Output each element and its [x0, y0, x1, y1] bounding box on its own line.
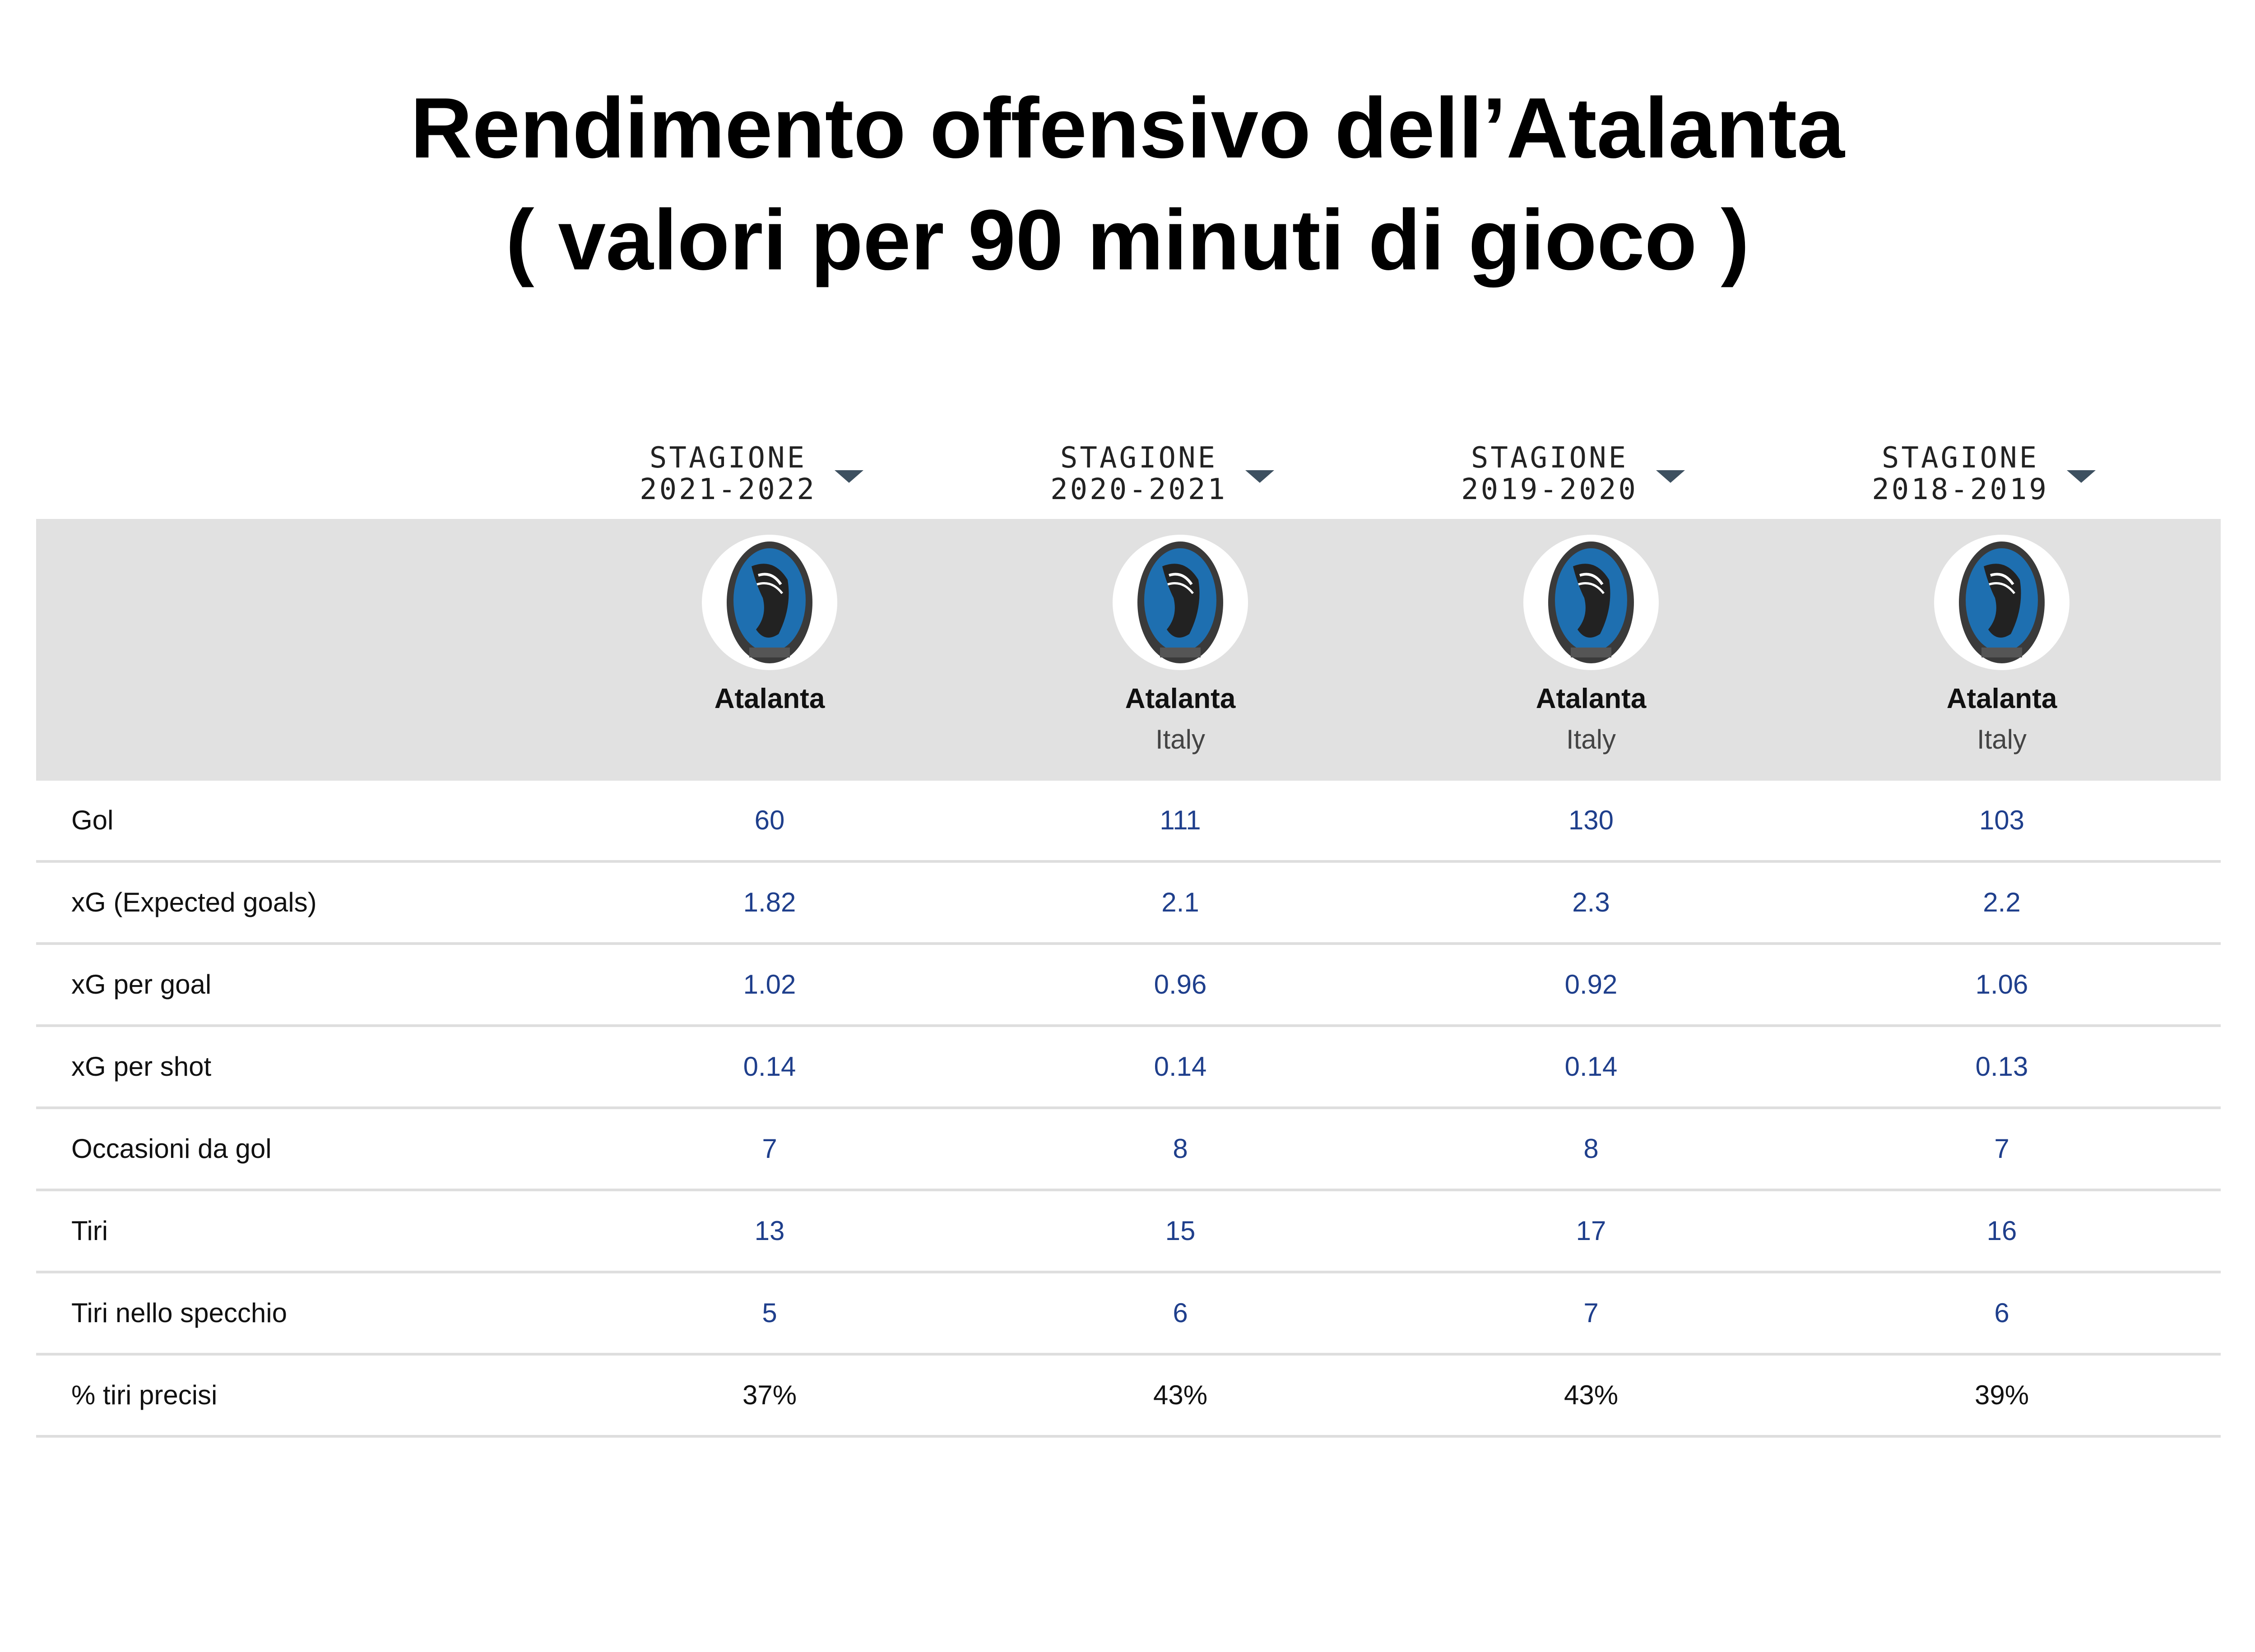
stat-value[interactable]: 130: [1568, 805, 1614, 835]
table-row: % tiri precisi 37% 43% 43% 39%: [36, 1356, 2221, 1438]
stats-table: STAGIONE 2021-2022 STAGIONE 2020-2021 STAGIO…: [36, 0, 2221, 1652]
stat-value[interactable]: 16: [1986, 1216, 2017, 1246]
table-row: xG per shot 0.14 0.14 0.14 0.13: [36, 1027, 2221, 1109]
stat-value[interactable]: 0.13: [1975, 1051, 2028, 1082]
chevron-down-icon[interactable]: [2066, 470, 2096, 483]
row-label: Occasioni da gol: [71, 1134, 272, 1164]
season-label-years: 2020-2021: [1050, 473, 1227, 506]
table-row: Tiri nello specchio 5 6 7 6: [36, 1273, 2221, 1356]
stat-value[interactable]: 0.14: [1564, 1051, 1618, 1082]
row-label: Tiri: [71, 1216, 108, 1246]
season-selector-3[interactable]: STAGIONE 2019-2020: [1438, 442, 1708, 519]
season-label-years: 2021-2022: [640, 473, 817, 506]
stat-value[interactable]: 6: [1994, 1298, 2009, 1328]
stat-value[interactable]: 0.14: [1154, 1051, 1207, 1082]
stat-value[interactable]: 8: [1583, 1134, 1599, 1164]
stat-value[interactable]: 1.06: [1975, 969, 2028, 1000]
stat-value: 37%: [742, 1380, 797, 1410]
season-label: STAGIONE 2021-2022: [640, 442, 817, 505]
season-label-years: 2019-2020: [1461, 473, 1638, 506]
title-line-2: ( valori per 90 minuti di gioco ): [506, 192, 1749, 288]
stat-value[interactable]: 15: [1165, 1216, 1196, 1246]
team-cell-1[interactable]: Atalanta: [657, 535, 882, 769]
team-cell-2[interactable]: Atalanta Italy: [1067, 535, 1293, 769]
team-country: Italy: [1155, 724, 1206, 754]
season-label: STAGIONE 2020-2021: [1050, 442, 1227, 505]
row-label: Tiri nello specchio: [71, 1298, 287, 1328]
season-label-top: STAGIONE: [1471, 441, 1629, 475]
season-label: STAGIONE 2018-2019: [1872, 442, 2049, 505]
team-country: Italy: [1977, 724, 2027, 754]
team-badge-icon: [1113, 535, 1248, 670]
stat-value: 39%: [1974, 1380, 2029, 1410]
stat-value[interactable]: 6: [1173, 1298, 1188, 1328]
team-cell-4[interactable]: Atalanta Italy: [1889, 535, 2115, 769]
season-label-years: 2018-2019: [1872, 473, 2049, 506]
stat-value[interactable]: 13: [754, 1216, 785, 1246]
team-cell-3[interactable]: Atalanta Italy: [1478, 535, 1704, 769]
season-label: STAGIONE 2019-2020: [1461, 442, 1638, 505]
chevron-down-icon[interactable]: [1656, 470, 1685, 483]
stat-value[interactable]: 7: [1994, 1134, 2009, 1164]
stat-value: 43%: [1564, 1380, 1619, 1410]
stat-value[interactable]: 2.1: [1161, 887, 1199, 917]
team-name[interactable]: Atalanta: [714, 683, 825, 714]
stat-value[interactable]: 0.96: [1154, 969, 1207, 1000]
chevron-down-icon[interactable]: [834, 470, 863, 483]
row-label: % tiri precisi: [71, 1380, 218, 1410]
row-label: xG per goal: [71, 969, 212, 1000]
season-selector-2[interactable]: STAGIONE 2020-2021: [1027, 442, 1298, 519]
season-selector-4[interactable]: STAGIONE 2018-2019: [1848, 442, 2119, 519]
team-badge-icon: [1934, 535, 2069, 670]
team-badge-icon: [1523, 535, 1659, 670]
stat-value[interactable]: 60: [754, 805, 785, 835]
team-name[interactable]: Atalanta: [1946, 683, 2057, 714]
stat-value[interactable]: 103: [1979, 805, 2025, 835]
stat-value[interactable]: 5: [762, 1298, 777, 1328]
team-name[interactable]: Atalanta: [1536, 683, 1647, 714]
season-label-top: STAGIONE: [1881, 441, 2039, 475]
row-label: xG (Expected goals): [71, 887, 317, 917]
stat-value[interactable]: 111: [1160, 805, 1201, 835]
season-label-top: STAGIONE: [649, 441, 807, 475]
table-row: Tiri 13 15 17 16: [36, 1191, 2221, 1273]
stat-value[interactable]: 1.02: [743, 969, 796, 1000]
team-country: Italy: [1566, 724, 1616, 754]
stat-value[interactable]: 2.3: [1572, 887, 1610, 917]
stat-value: 43%: [1153, 1380, 1208, 1410]
table-row: Occasioni da gol 7 8 8 7: [36, 1109, 2221, 1191]
season-label-top: STAGIONE: [1060, 441, 1218, 475]
stat-value[interactable]: 17: [1576, 1216, 1606, 1246]
row-label: Gol: [71, 805, 114, 835]
stat-value[interactable]: 7: [762, 1134, 777, 1164]
table-row: xG (Expected goals) 1.82 2.1 2.3 2.2: [36, 863, 2221, 945]
page-title: Rendimento offensivo dell’Atalanta ( val…: [0, 72, 2255, 296]
stat-value[interactable]: 0.92: [1564, 969, 1618, 1000]
title-line-1: Rendimento offensivo dell’Atalanta: [410, 80, 1845, 176]
stat-value[interactable]: 8: [1173, 1134, 1188, 1164]
stat-value[interactable]: 7: [1583, 1298, 1599, 1328]
row-label: xG per shot: [71, 1051, 212, 1082]
chevron-down-icon[interactable]: [1245, 470, 1274, 483]
stat-value[interactable]: 0.14: [743, 1051, 796, 1082]
stat-value[interactable]: 1.82: [743, 887, 796, 917]
team-name[interactable]: Atalanta: [1125, 683, 1236, 714]
table-row: Gol 60 111 130 103: [36, 781, 2221, 863]
table-row: xG per goal 1.02 0.96 0.92 1.06: [36, 945, 2221, 1027]
stat-value[interactable]: 2.2: [1983, 887, 2021, 917]
team-badge-icon: [702, 535, 837, 670]
season-selector-1[interactable]: STAGIONE 2021-2022: [616, 442, 887, 519]
